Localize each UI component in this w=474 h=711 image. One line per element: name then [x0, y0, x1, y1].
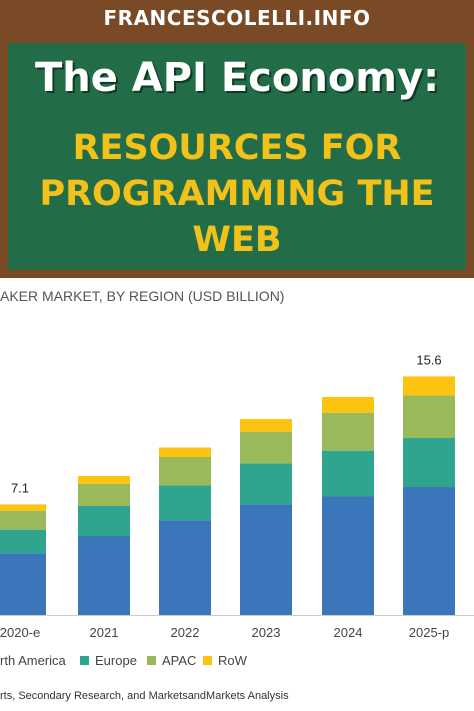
x-tick-label: 2021: [90, 625, 119, 640]
bar-segment-row-2023: [240, 419, 292, 432]
x-tick-label: 2025-p: [409, 625, 449, 640]
bar-total-label: 7.1: [11, 480, 29, 495]
subtitle-line-1: RESOURCES FOR: [72, 128, 402, 168]
legend-swatch: [203, 656, 212, 665]
legend-swatch: [80, 656, 89, 665]
bar-segment-north-america-2022: [159, 520, 211, 615]
bar-segment-europe-2021: [78, 505, 130, 536]
chart-title: AKER MARKET, BY REGION (USD BILLION): [0, 288, 285, 304]
stacked-bar-chart: 2020-e 7.1 2021 2022 2023 2024 2025-p 15.6: [0, 352, 474, 640]
title-banner-inner: The API Economy: RESOURCES FOR PROGRAMMI…: [8, 43, 466, 270]
legend-item-europe: Europe: [80, 653, 137, 668]
bar-segment-europe-2020-e: [0, 529, 46, 554]
bar-segment-row-2022: [159, 447, 211, 457]
bar-segment-europe-2024: [322, 450, 374, 497]
bar-segment-north-america-2023: [240, 504, 292, 615]
legend-item-row: RoW: [203, 653, 247, 668]
legend-label: APAC: [162, 653, 197, 668]
bar-segment-apac-2025-p: [403, 395, 455, 439]
bar-segment-north-america-2024: [322, 496, 374, 615]
bar-segment-apac-2022: [159, 457, 211, 486]
bar-segment-row-2020-e: [0, 504, 46, 511]
subtitle-line-2: PROGRAMMING THE: [39, 174, 435, 214]
title-banner: The API Economy: RESOURCES FOR PROGRAMMI…: [0, 38, 474, 278]
bar-total-label: 15.6: [416, 352, 441, 367]
legend-item-north-america: rth America: [0, 653, 66, 668]
page-title: The API Economy:: [34, 55, 440, 101]
bar-segment-apac-2024: [322, 412, 374, 451]
bar-segment-europe-2023: [240, 463, 292, 505]
bar-segment-apac-2020-e: [0, 510, 46, 530]
bar-segment-row-2024: [322, 396, 374, 413]
legend-label: Europe: [95, 653, 137, 668]
site-name: FRANCESCOLELLI.INFO: [103, 6, 371, 30]
bar-segment-europe-2025-p: [403, 438, 455, 488]
x-tick-label: 2023: [252, 625, 281, 640]
x-tick-label: 2022: [171, 625, 200, 640]
bar-segment-row-2025-p: [403, 376, 455, 396]
legend-label: rth America: [0, 653, 66, 668]
subtitle-line-3: WEB: [192, 220, 282, 260]
bar-segment-apac-2023: [240, 431, 292, 464]
chart-source: rts, Secondary Research, and MarketsandM…: [0, 690, 289, 702]
top-strip: [0, 0, 474, 38]
bar-segment-north-america-2025-p: [403, 487, 455, 615]
legend-item-apac: APAC: [147, 653, 196, 668]
legend-label: RoW: [218, 653, 247, 668]
x-tick-label: 2024: [334, 625, 363, 640]
bar-segment-row-2021: [78, 475, 130, 484]
page-subtitle: RESOURCES FOR PROGRAMMING THE WEB: [8, 125, 466, 263]
legend-swatch: [147, 656, 156, 665]
bar-segment-apac-2021: [78, 483, 130, 506]
bar-segment-europe-2022: [159, 485, 211, 521]
chart-legend: rth America Europe APAC RoW: [0, 653, 474, 671]
bar-segment-north-america-2020-e: [0, 553, 46, 615]
x-tick-label: 2020-e: [0, 625, 40, 640]
bar-segment-north-america-2021: [78, 536, 130, 615]
